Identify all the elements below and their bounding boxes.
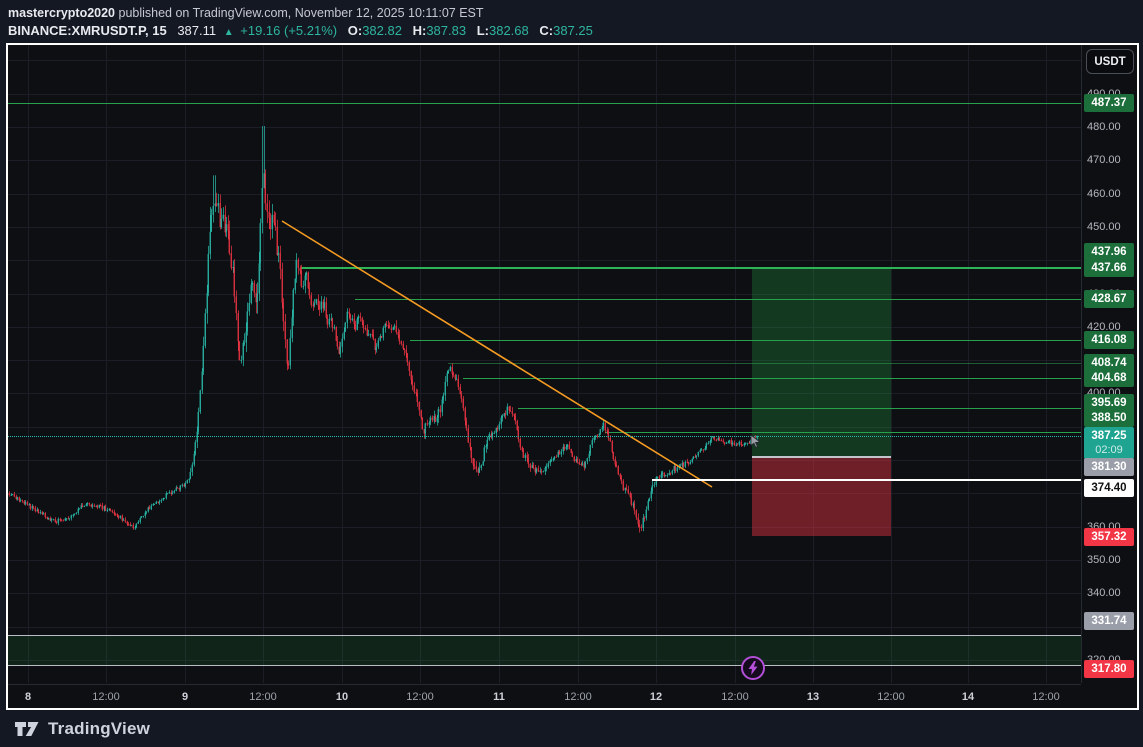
price-badge-416-08: 416.08 [1084,331,1134,349]
time-label-hour: 12:00 [1032,691,1060,703]
tradingview-logo-icon[interactable] [14,718,40,740]
price-badge-404-68: 404.68 [1084,368,1134,387]
time-label-hour: 12:00 [249,691,277,703]
symbol-status-line: BINANCE:XMRUSDT.P, 15 387.11 ▲ +19.16 (+… [8,22,1143,42]
price-tick-label: 460.00 [1087,187,1121,200]
footer-bar: TradingView [0,711,1143,747]
current-price-dotted-line [8,436,1081,437]
author-name: mastercrypto2020 [8,6,116,20]
open-value: 382.82 [362,23,402,38]
trend-line[interactable] [8,45,1081,683]
byline-text: published on TradingView.com, November 1… [115,6,484,20]
price-badge-374-40: 374.40 [1084,478,1134,497]
time-label-hour: 12:00 [564,691,592,703]
open-label: O: [347,23,363,38]
time-label-hour: 12:00 [406,691,434,703]
price-badge-381-30: 381.30 [1084,458,1134,476]
price-badge-388-50: 388.50 [1084,408,1134,427]
low-value: 382.68 [488,23,529,38]
price-tick-label: 480.00 [1087,121,1121,133]
high-label: H: [412,23,427,38]
time-label-day: 12 [649,691,663,703]
price-badge-395-69: 395.69 [1084,393,1134,412]
price-badge-357-32: 357.32 [1084,528,1134,546]
publish-byline: mastercrypto2020 published on TradingVie… [8,4,1143,22]
last-price: 387.11 [177,23,217,38]
time-label-hour: 12:00 [721,691,749,703]
close-label: C: [539,23,554,38]
time-label-hour: 12:00 [92,691,120,703]
price-badge-487-37: 487.37 [1084,94,1134,112]
mouse-cursor-icon [750,434,761,448]
price-badge-428-67: 428.67 [1084,289,1134,308]
price-axis[interactable]: 490.00480.00470.00460.00450.00440.00430.… [1081,45,1138,683]
up-arrow-icon: ▲ [223,27,234,38]
time-axis[interactable]: 8 12:00 9 12:00 10 12:00 11 12:00 12 12:00 13 12:00… [8,684,1081,709]
time-label-day: 13 [806,691,820,703]
currency-toggle-button[interactable]: USDT [1086,49,1134,74]
time-label-hour: 12:00 [877,691,905,703]
position-entry-line[interactable] [752,455,891,458]
high-value: 387.83 [426,23,467,38]
price-badge-408-74: 408.74 [1084,353,1134,372]
white-price-line[interactable] [652,478,1081,481]
lightning-marker[interactable] [741,656,765,680]
price-tick-label: 450.00 [1087,220,1121,233]
candle-countdown: 02:09 [1095,443,1123,456]
close-value: 387.25 [553,23,593,38]
tradingview-wordmark[interactable]: TradingView [48,719,151,738]
time-label-day: 10 [335,691,349,703]
price-pane[interactable] [8,45,1081,683]
price-tick-label: 470.00 [1087,154,1121,167]
lightning-icon [748,661,758,675]
symbol-name: BINANCE:XMRUSDT.P, 15 [8,23,167,38]
time-label-day: 9 [181,691,189,703]
price-badge-317-80: 317.80 [1084,659,1134,678]
price-badge-331-74: 331.74 [1084,612,1134,630]
price-tick-label: 350.00 [1087,553,1121,566]
price-change: +19.16 (+5.21%) [240,23,338,38]
price-badge-387-25: 387.25 02:09 [1084,426,1134,459]
time-label-day: 14 [961,691,975,703]
time-label-day: 8 [24,691,32,703]
price-tick-label: 420.00 [1087,320,1121,333]
price-badge-437-66: 437.66 [1084,258,1134,277]
candlestick-canvas[interactable] [8,45,1081,683]
time-label-day: 11 [493,691,505,703]
ohlc-values: O:382.82 H:387.83 L:382.68 C:387.25 [341,23,593,38]
chart-header: mastercrypto2020 published on TradingVie… [8,4,1143,42]
low-label: L: [476,23,489,38]
price-badge-437-96: 437.96 [1084,243,1134,261]
price-tick-label: 340.00 [1087,587,1121,600]
